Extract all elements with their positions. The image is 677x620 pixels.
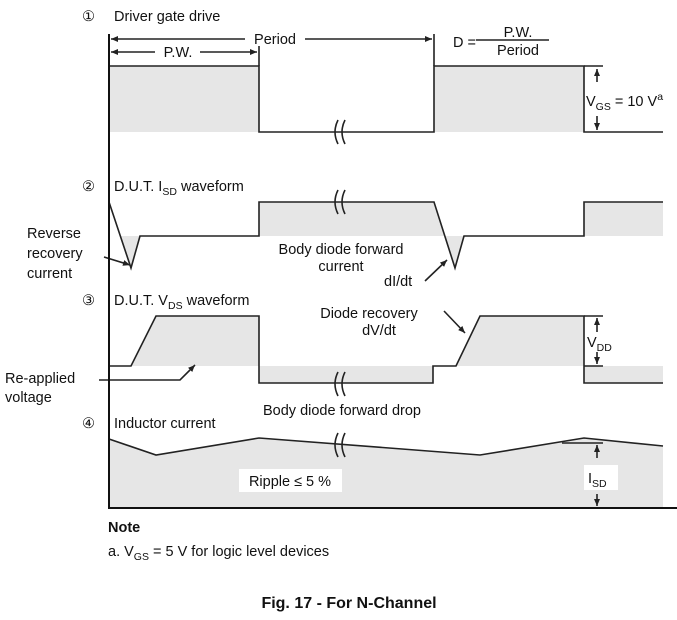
duty-denominator: Period — [497, 43, 539, 59]
vgs-label: VGS = 10 Va — [586, 91, 663, 113]
body-diode-current-label-1: Body diode forward — [279, 242, 404, 258]
step-2-marker: ② — [82, 179, 95, 195]
didt-label: dI/dt — [384, 274, 412, 290]
figure-caption: Fig. 17 - For N-Channel — [261, 595, 436, 612]
didt-arrow — [424, 259, 448, 282]
reverse-recovery-label-1: Reverse — [27, 226, 81, 242]
period-dimension — [111, 36, 432, 66]
isd-label-bg — [584, 465, 618, 490]
vds-waveform — [109, 315, 663, 397]
vds-title: D.U.T. VDS waveform — [114, 293, 249, 312]
gate-drive-waveform — [109, 34, 663, 145]
note-title: Note — [108, 520, 140, 536]
reverse-recovery-arrow — [103, 256, 131, 266]
isd-title: D.U.T. ISD waveform — [114, 179, 244, 198]
isd-current-label: ISD — [588, 471, 607, 490]
pw-label: P.W. — [164, 45, 193, 61]
diode-recovery-label-1: Diode recovery — [320, 306, 418, 322]
period-label: Period — [254, 32, 296, 48]
vdd-label: VDD — [587, 335, 612, 354]
reapplied-voltage-label-1: Re-applied — [5, 371, 75, 387]
reapplied-voltage-label-2: voltage — [5, 390, 52, 406]
duty-numerator: P.W. — [504, 25, 533, 41]
ripple-label-bg — [239, 469, 342, 492]
step-1-marker: ① — [82, 9, 95, 25]
diode-recovery-label-2: dV/dt — [362, 323, 396, 339]
note-a: a. VGS = 5 V for logic level devices — [108, 544, 329, 563]
reverse-recovery-label-3: current — [27, 266, 72, 282]
isd-waveform — [108, 189, 663, 271]
reapplied-voltage-arrow — [99, 364, 196, 381]
reverse-recovery-label-2: recovery — [27, 246, 83, 262]
inductor-current-title: Inductor current — [114, 416, 216, 432]
inductor-current-waveform — [108, 432, 664, 508]
body-diode-current-label-2: current — [318, 259, 363, 275]
ripple-label: Ripple ≤ 5 % — [249, 474, 331, 490]
step-3-marker: ③ — [82, 293, 95, 309]
step-4-marker: ④ — [82, 416, 95, 432]
gate-drive-title: Driver gate drive — [114, 9, 220, 25]
body-diode-drop-label: Body diode forward drop — [263, 403, 421, 419]
diode-recovery-arrow — [443, 310, 466, 334]
duty-d-label: D = — [453, 35, 476, 51]
